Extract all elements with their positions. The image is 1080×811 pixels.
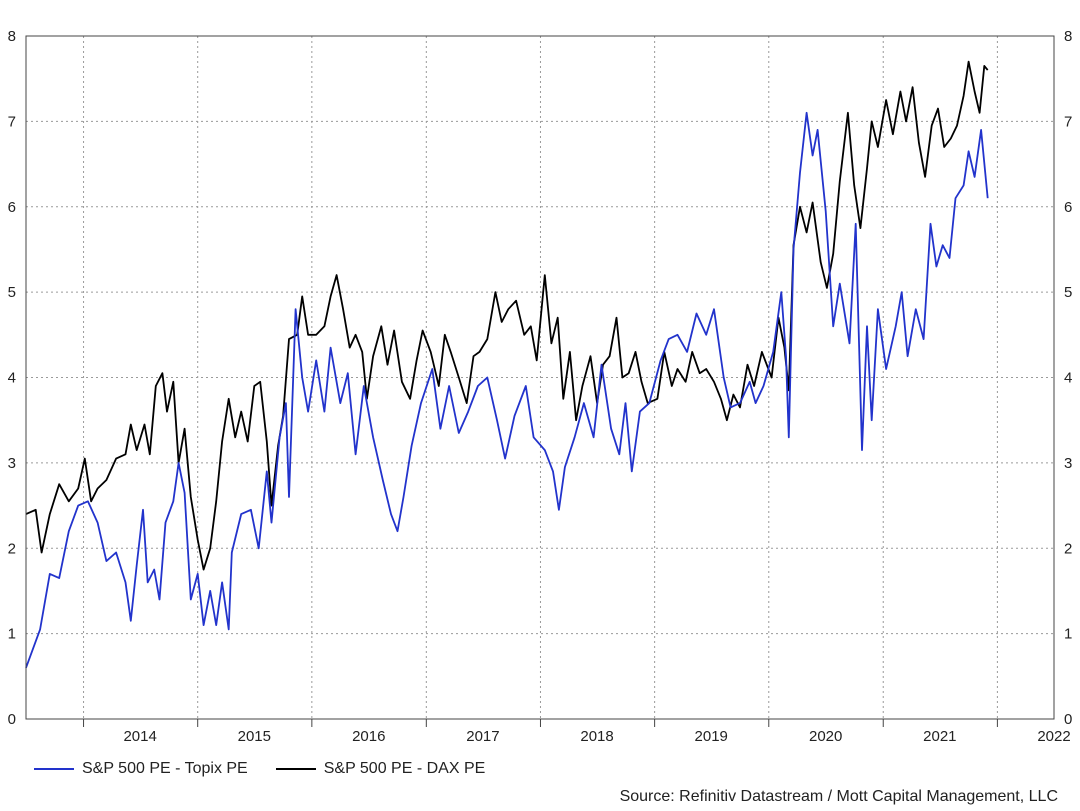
x-tick-label: 2022 <box>1037 728 1070 745</box>
y-tick-label-right: 4 <box>1064 370 1072 387</box>
legend-swatch-topix <box>34 768 74 770</box>
x-axis: 2014 2015 2016 2017 2018 2019 2020 2021 2022 <box>83 719 1071 745</box>
x-tick-label: 2018 <box>580 728 613 745</box>
y-tick-label-left: 3 <box>8 455 16 472</box>
y-tick-label-right: 7 <box>1064 113 1072 130</box>
y-tick-label-right: 3 <box>1064 455 1072 472</box>
x-tick-label: 2020 <box>809 728 842 745</box>
y-tick-label-left: 5 <box>8 284 16 301</box>
y-tick-label-right: 0 <box>1064 711 1072 728</box>
source-note: Source: Refinitiv Datastream / Mott Capi… <box>619 788 1058 805</box>
y-tick-label-left: 8 <box>8 28 16 45</box>
y-tick-label-right: 8 <box>1064 28 1072 45</box>
y-tick-label-left: 2 <box>8 540 16 557</box>
y-tick-label-right: 6 <box>1064 199 1072 216</box>
legend-item-dax: S&P 500 PE - DAX PE <box>275 760 486 778</box>
series-layer <box>25 60 989 669</box>
x-tick-label: 2017 <box>466 728 499 745</box>
legend-swatch-dax <box>275 768 316 770</box>
y-tick-label-left: 0 <box>8 711 16 728</box>
y-tick-label-left: 1 <box>8 626 16 643</box>
x-tick-label: 2015 <box>238 728 271 745</box>
x-tick-label: 2014 <box>123 728 156 745</box>
grid <box>26 36 1054 719</box>
y-tick-label-right: 2 <box>1064 540 1072 557</box>
y-tick-label-right: 5 <box>1064 284 1072 301</box>
legend: S&P 500 PE - Topix PE S&P 500 PE - DAX P… <box>34 760 485 778</box>
y-axis-left: 0 1 2 3 4 5 6 7 8 <box>8 28 16 728</box>
legend-label-topix: S&P 500 PE - Topix PE <box>82 760 248 777</box>
y-tick-label-left: 6 <box>8 199 16 216</box>
y-tick-label-right: 1 <box>1064 626 1072 643</box>
legend-item-topix: S&P 500 PE - Topix PE <box>34 760 248 778</box>
series-line-topix <box>25 111 989 669</box>
x-tick-label: 2016 <box>352 728 385 745</box>
y-tick-label-left: 4 <box>8 370 16 387</box>
x-tick-label: 2021 <box>923 728 956 745</box>
x-tick-label: 2019 <box>695 728 728 745</box>
series-line-dax <box>25 60 989 571</box>
y-tick-label-left: 7 <box>8 113 16 130</box>
y-axis-right: 0 1 2 3 4 5 6 7 8 <box>1064 28 1072 728</box>
legend-label-dax: S&P 500 PE - DAX PE <box>323 760 486 777</box>
